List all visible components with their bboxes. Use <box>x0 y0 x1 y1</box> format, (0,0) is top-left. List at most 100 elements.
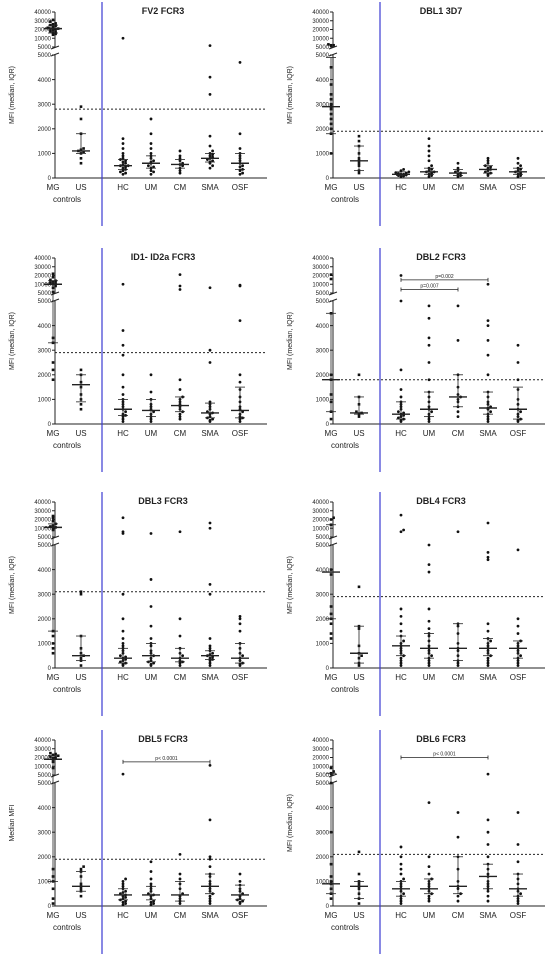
data-point <box>54 284 57 288</box>
y-tick-label: 2000 <box>38 373 52 379</box>
data-point <box>399 388 403 391</box>
y-tick-label: 0 <box>326 422 330 428</box>
y-tick-label: 0 <box>48 904 52 910</box>
y-tick-label: 3000 <box>316 592 330 598</box>
data-point <box>456 161 460 165</box>
data-point <box>399 867 403 871</box>
y-tick-label: 10000 <box>312 36 329 42</box>
p-value-label: p=0.002 <box>435 274 453 280</box>
data-point <box>516 632 520 635</box>
data-point <box>178 288 182 291</box>
x-tick-label: CM <box>452 911 465 920</box>
data-point <box>430 164 433 168</box>
y-tick-label: 4000 <box>38 806 52 812</box>
y-tick-label: 5000 <box>38 773 52 779</box>
data-point <box>49 278 52 282</box>
x-tick-label: US <box>75 911 86 920</box>
data-point <box>399 897 403 901</box>
y-tick-label: 20000 <box>34 756 51 762</box>
y-tick-label: 3000 <box>38 592 52 598</box>
data-point <box>121 903 125 907</box>
y-tick-label: 0 <box>48 666 52 672</box>
data-point <box>178 412 182 416</box>
data-point <box>427 664 431 667</box>
data-point <box>178 415 182 419</box>
data-point <box>149 132 153 136</box>
data-point <box>489 410 492 414</box>
data-point <box>178 877 182 881</box>
data-point <box>49 29 52 33</box>
data-point <box>399 368 403 372</box>
data-point <box>399 274 403 277</box>
data-point <box>238 872 242 876</box>
data-point <box>329 766 333 770</box>
controls-label: controls <box>53 923 81 932</box>
data-point <box>399 169 403 173</box>
x-tick-label: US <box>75 429 86 438</box>
y-tick-label: 5000 <box>38 45 52 51</box>
data-point <box>121 882 125 886</box>
data-point <box>427 417 431 421</box>
y-tick-label: 10000 <box>34 36 51 42</box>
data-point <box>149 532 153 535</box>
data-point <box>79 368 83 372</box>
data-point <box>149 882 153 886</box>
chart-title: DBL5 FCR3 <box>138 734 188 744</box>
data-point <box>427 154 431 158</box>
data-point <box>489 165 492 169</box>
data-point <box>399 661 403 665</box>
data-point <box>399 175 403 179</box>
data-point <box>399 659 403 663</box>
data-point <box>516 548 520 552</box>
x-tick-label: CM <box>452 673 465 682</box>
data-point <box>329 273 333 276</box>
data-point <box>208 418 212 422</box>
data-point <box>149 417 153 421</box>
data-point <box>208 348 212 352</box>
y-tick-label: 2000 <box>316 855 330 861</box>
data-point <box>149 390 153 394</box>
data-point <box>516 343 520 347</box>
data-point <box>208 361 212 364</box>
data-point <box>178 530 182 534</box>
x-tick-label: UM <box>423 673 436 682</box>
y-tick-label: 10000 <box>34 282 51 288</box>
data-point <box>516 378 520 382</box>
data-point <box>357 664 361 667</box>
y-tick-label: 1000 <box>316 880 330 886</box>
data-point <box>79 105 83 108</box>
data-point <box>238 373 242 377</box>
y-tick-label: 5000 <box>316 773 330 779</box>
data-point <box>456 410 460 414</box>
data-point <box>79 117 83 121</box>
data-point <box>121 393 125 396</box>
y-tick-label: 0 <box>48 176 52 182</box>
data-point <box>241 171 245 175</box>
data-point <box>121 617 125 621</box>
data-point <box>456 894 460 898</box>
data-point <box>329 43 333 47</box>
x-tick-label: HC <box>395 183 407 192</box>
data-point <box>427 661 431 665</box>
data-point <box>121 880 125 883</box>
data-point <box>51 897 55 900</box>
data-point <box>124 895 127 899</box>
x-tick-label: US <box>353 183 364 192</box>
data-point <box>357 373 361 377</box>
data-point <box>427 316 431 320</box>
x-tick-label: CM <box>452 183 465 192</box>
y-tick-label: 4000 <box>316 78 330 84</box>
data-point <box>427 563 431 567</box>
x-tick-label: SMA <box>201 911 219 920</box>
y-tick-label: 2000 <box>38 855 52 861</box>
data-point <box>427 420 431 423</box>
data-point <box>208 897 212 901</box>
data-point <box>51 642 55 645</box>
data-point <box>357 171 361 175</box>
y-tick-label: 4000 <box>316 324 330 330</box>
data-point <box>211 651 215 655</box>
data-point <box>211 149 215 153</box>
y-axis-label: MFI (median, IQR) <box>9 556 16 614</box>
